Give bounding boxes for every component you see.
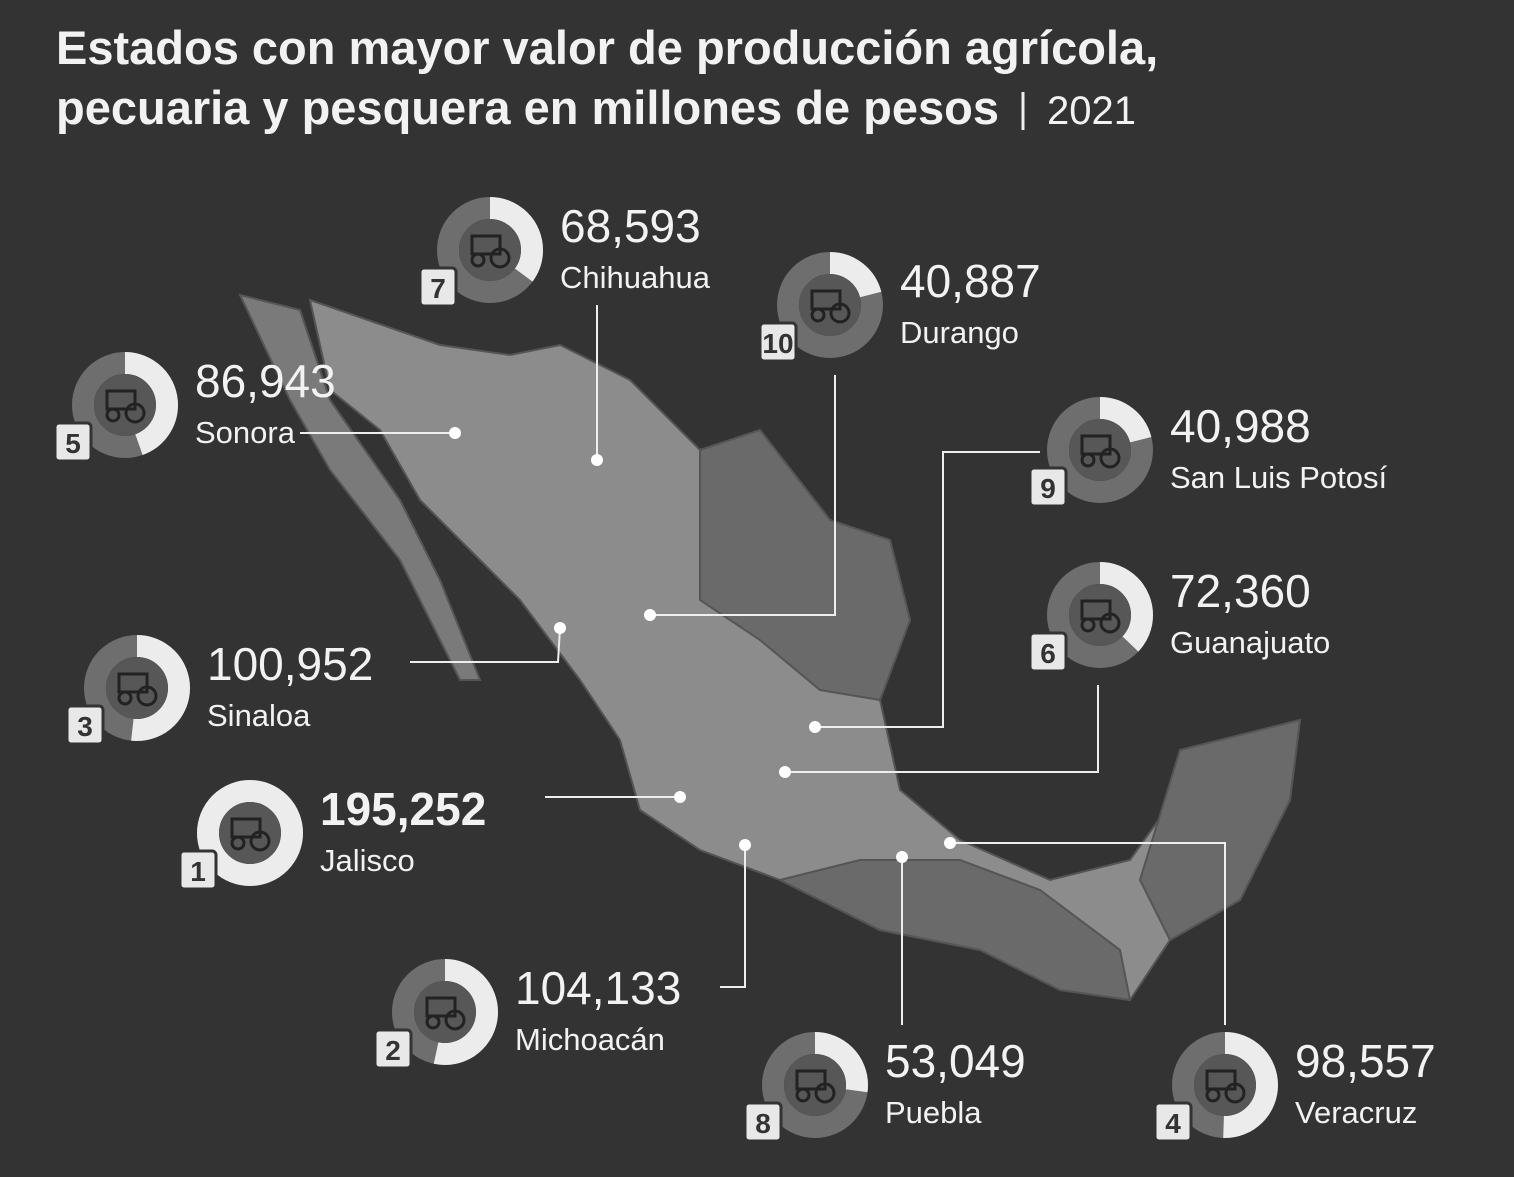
state-name: Jalisco — [320, 843, 415, 878]
tractor-icon — [795, 1069, 827, 1091]
map-dot — [944, 837, 956, 849]
leader-line — [720, 845, 746, 988]
tractor-icon — [470, 234, 502, 256]
donut-center — [1069, 419, 1131, 481]
rank-badge — [418, 266, 458, 308]
map-dot — [739, 839, 751, 851]
donut-center — [784, 1054, 846, 1116]
donut-arc — [1047, 397, 1153, 503]
rank-badge — [65, 704, 105, 746]
rank-badge — [373, 1028, 413, 1070]
northeast-region — [699, 428, 912, 702]
tractor-icon — [117, 672, 149, 694]
value: 40,887 — [900, 255, 1041, 307]
rank: 7 — [430, 273, 446, 304]
state-name: San Luis Potosí — [1170, 460, 1388, 495]
state-name: Durango — [900, 315, 1019, 350]
state-name: Puebla — [885, 1095, 982, 1130]
tractor-icon — [810, 289, 842, 311]
value: 40,988 — [1170, 400, 1311, 452]
tractor-icon — [230, 817, 262, 839]
title-line: pecuaria y pesquera en millones de pesos — [56, 81, 999, 134]
rank: 9 — [1040, 473, 1056, 504]
donut-arc — [437, 197, 543, 303]
tractor-icon — [1080, 434, 1112, 456]
donut-center — [1194, 1054, 1256, 1116]
donut-arc — [1047, 562, 1153, 668]
donut-center — [106, 657, 168, 719]
donut-arc — [1172, 1032, 1278, 1138]
donut-arc — [84, 635, 190, 741]
state-name: Chihuahua — [560, 260, 711, 295]
donut-center — [219, 802, 281, 864]
rank-badge — [743, 1101, 783, 1143]
south-region — [777, 859, 1132, 1002]
value: 98,557 — [1295, 1035, 1436, 1087]
leader-line — [785, 685, 1099, 773]
rank-badge — [53, 421, 93, 463]
donut-center — [94, 374, 156, 436]
southeast-region — [1138, 718, 1302, 942]
leader-line — [950, 842, 1226, 1025]
tractor-icon — [105, 389, 137, 411]
rank: 10 — [762, 328, 793, 359]
title-line: Estados con mayor valor de producción ag… — [56, 21, 1158, 74]
donut-arc — [777, 252, 883, 358]
donut-center — [799, 274, 861, 336]
leader-line — [815, 451, 1040, 728]
rank: 1 — [190, 856, 206, 887]
state-name: Veracruz — [1295, 1095, 1417, 1130]
mexico-map — [238, 293, 1302, 1002]
value: 53,049 — [885, 1035, 1026, 1087]
rank: 3 — [77, 711, 93, 742]
rank-badge — [178, 849, 218, 891]
donut-center — [459, 219, 521, 281]
donut-center — [414, 981, 476, 1043]
rank: 6 — [1040, 638, 1056, 669]
rank: 8 — [755, 1108, 771, 1139]
map-dot — [591, 454, 603, 466]
rank: 2 — [385, 1035, 401, 1066]
map-dot — [809, 721, 821, 733]
value: 86,943 — [195, 355, 336, 407]
rank-badge — [1028, 466, 1068, 508]
tractor-icon — [1205, 1069, 1237, 1091]
baja-california — [238, 293, 482, 681]
state-name: Sinaloa — [207, 698, 311, 733]
donut-arc — [392, 959, 498, 1065]
rank-badge — [1028, 631, 1068, 673]
map-dot — [644, 609, 656, 621]
value: 195,252 — [320, 783, 486, 835]
map-dot — [896, 851, 908, 863]
rank-badge — [1153, 1101, 1193, 1143]
leader-line — [650, 375, 836, 616]
tractor-icon — [1080, 599, 1112, 621]
value: 72,360 — [1170, 565, 1311, 617]
value: 68,593 — [560, 200, 701, 252]
state-name: Guanajuato — [1170, 625, 1330, 660]
leader-line — [410, 627, 561, 663]
rank: 4 — [1165, 1108, 1181, 1139]
year: 2021 — [1047, 89, 1136, 133]
donut-arc — [72, 352, 178, 458]
map-dot — [779, 766, 791, 778]
rank: 5 — [65, 428, 81, 459]
map-dot — [674, 791, 686, 803]
donut-arc — [762, 1032, 868, 1138]
state-name: Sonora — [195, 415, 296, 450]
rank-badge — [758, 321, 798, 363]
state-name: Michoacán — [515, 1022, 665, 1057]
donut-arc — [197, 780, 303, 886]
map-dot — [554, 622, 566, 634]
map-dot — [449, 427, 461, 439]
value: 104,133 — [515, 962, 681, 1014]
value: 100,952 — [207, 638, 373, 690]
donut-center — [1069, 584, 1131, 646]
tractor-icon — [425, 996, 457, 1018]
